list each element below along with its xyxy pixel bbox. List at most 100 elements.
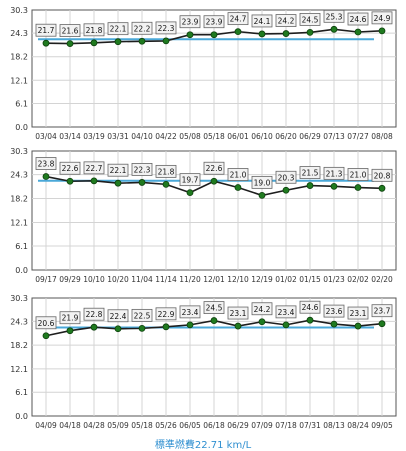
data-point [234, 28, 242, 36]
y-tick-label: 24.3 [10, 171, 28, 180]
data-point [42, 173, 50, 180]
data-label-box [299, 300, 321, 314]
data-point [138, 179, 146, 186]
data-point [114, 179, 122, 187]
x-tick-label: 05/26 [155, 421, 177, 430]
data-label-box [107, 22, 129, 36]
data-label-box [155, 307, 177, 321]
data-label-box [299, 12, 321, 26]
data-point [138, 37, 146, 45]
data-label: 21.9 [62, 314, 79, 323]
data-label-box [323, 9, 345, 23]
chart-panel-2: 0.0 6.1 12.1 18.2 24.3 30.3 09/17 09/29 10/10 10/… [10, 147, 397, 284]
x-tick-label: 03/04 [35, 132, 57, 141]
y-tick-label: 24.3 [10, 317, 28, 326]
data-label: 24.5 [302, 15, 319, 24]
data-point [306, 182, 314, 189]
y-tick-label: 12.1 [10, 365, 28, 374]
data-point [114, 325, 122, 333]
data-point [162, 323, 170, 331]
data-label: 25.3 [326, 12, 343, 21]
data-label: 19.7 [182, 176, 199, 185]
data-label-box [203, 15, 225, 29]
data-point [354, 184, 362, 191]
data-point [282, 186, 290, 194]
x-tick-label: 12/10 [227, 275, 249, 284]
data-label-box [59, 161, 81, 175]
data-point [138, 324, 146, 332]
data-label: 21.7 [38, 26, 55, 35]
x-tick-label: 10/20 [107, 275, 129, 284]
data-point [66, 327, 74, 335]
data-label-box [371, 168, 393, 182]
data-label-box [275, 170, 297, 184]
data-label-box [203, 161, 225, 175]
x-tick-label: 05/09 [107, 421, 129, 430]
data-label: 22.6 [62, 164, 79, 173]
data-label-box [83, 23, 105, 37]
data-label: 22.3 [158, 24, 175, 33]
data-label: 20.8 [374, 171, 391, 180]
data-label: 22.1 [110, 166, 127, 175]
data-label: 24.9 [374, 14, 391, 23]
data-label: 21.5 [302, 169, 319, 178]
data-label: 24.6 [350, 15, 367, 24]
x-tick-label: 11/20 [179, 275, 201, 284]
x-tick-label: 01/15 [299, 275, 321, 284]
data-label-box [155, 164, 177, 178]
data-label-box [347, 306, 369, 320]
data-label: 20.3 [278, 173, 295, 182]
data-label: 21.0 [230, 171, 247, 180]
data-label: 23.9 [206, 18, 223, 27]
data-label: 23.7 [374, 307, 391, 316]
data-point [234, 322, 242, 330]
data-point [186, 31, 194, 39]
x-tick-label: 04/28 [83, 421, 105, 430]
x-tick-label: 06/29 [299, 132, 321, 141]
x-tick-label: 08/24 [347, 421, 369, 430]
data-label: 21.8 [158, 167, 175, 176]
data-point [210, 317, 218, 324]
data-label: 24.6 [302, 303, 319, 312]
data-label: 23.8 [38, 160, 55, 169]
x-tick-label: 09/17 [35, 275, 57, 284]
data-point [378, 320, 386, 328]
x-tick-label: 01/23 [323, 275, 345, 284]
x-tick-label: 06/20 [275, 132, 297, 141]
data-label-box [179, 173, 201, 187]
data-label-box [227, 12, 249, 26]
data-label: 22.7 [86, 164, 103, 173]
data-point [258, 318, 266, 326]
data-label: 23.4 [278, 308, 295, 317]
data-label: 24.2 [254, 305, 271, 314]
data-label: 21.3 [326, 169, 343, 178]
x-tick-label: 04/10 [131, 132, 153, 141]
data-label-box [107, 163, 129, 177]
data-point [162, 180, 170, 188]
data-point [66, 40, 74, 47]
x-tick-label: 09/05 [371, 421, 393, 430]
x-tick-label: 05/08 [179, 132, 201, 141]
y-tick-label: 0.0 [15, 412, 28, 421]
x-tick-label: 05/18 [131, 421, 153, 430]
data-point [306, 28, 314, 36]
data-point [258, 30, 266, 38]
y-tick-label: 30.3 [10, 147, 28, 156]
y-tick-label: 30.3 [10, 294, 28, 303]
data-label-box [347, 12, 369, 26]
data-label-box [275, 14, 297, 27]
data-label-box [179, 305, 201, 319]
data-label: 23.6 [326, 307, 343, 316]
data-label-box [35, 316, 57, 330]
x-tick-label: 01/02 [275, 275, 297, 284]
data-label: 22.8 [86, 310, 103, 319]
data-label: 22.4 [110, 312, 127, 321]
data-label-box [83, 307, 105, 321]
y-tick-label: 18.2 [10, 195, 28, 204]
data-label: 22.2 [134, 24, 151, 33]
data-label: 23.9 [182, 18, 199, 27]
data-point [378, 27, 386, 35]
data-label-box [131, 163, 153, 176]
data-label: 23.1 [350, 309, 367, 318]
data-label: 20.6 [38, 319, 55, 328]
